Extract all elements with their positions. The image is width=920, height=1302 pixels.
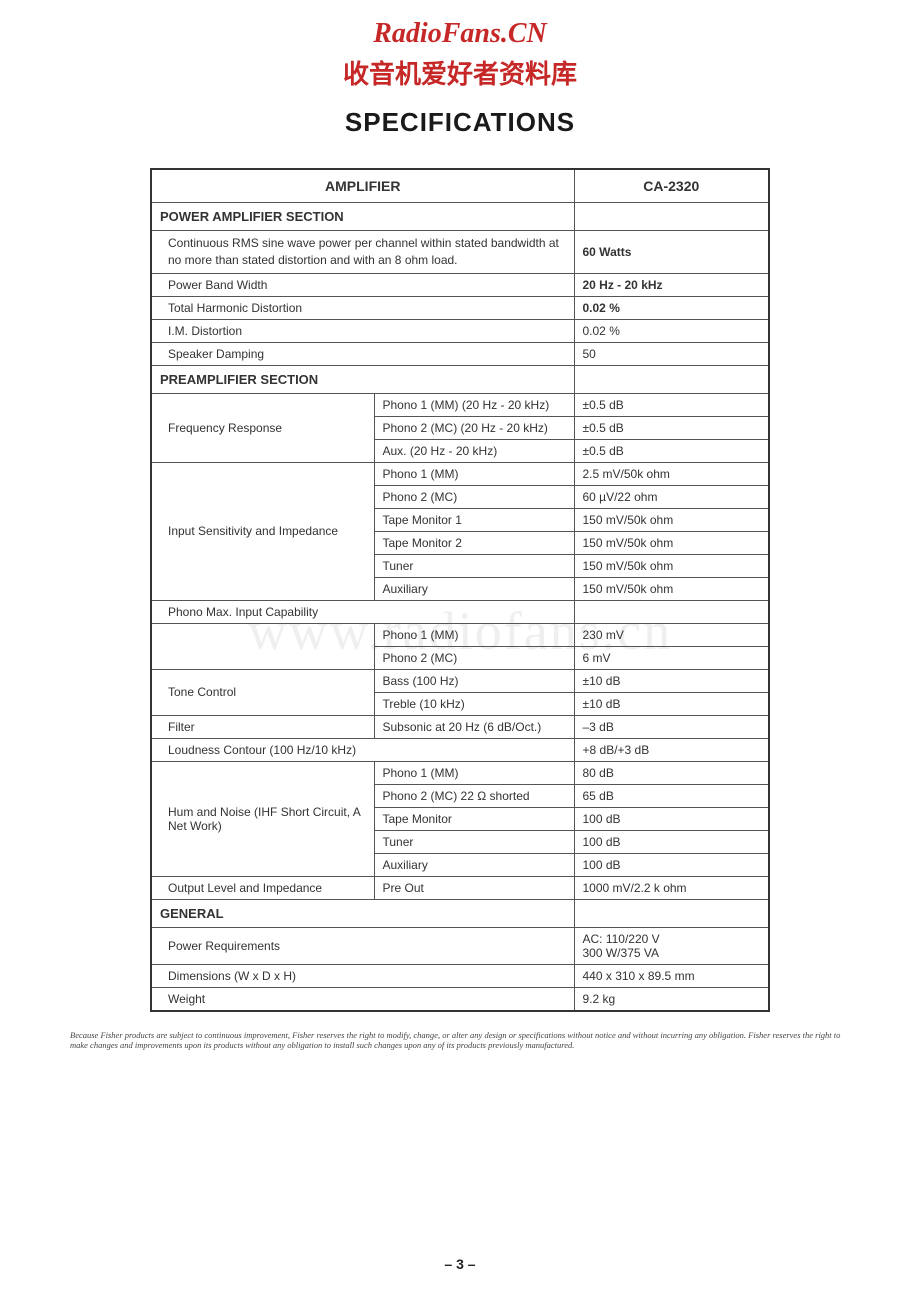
empty-cell (574, 899, 769, 927)
damping-val: 50 (574, 342, 769, 365)
freq-param-1: Phono 2 (MC) (20 Hz - 20 kHz) (374, 416, 574, 439)
freq-val-1: ±0.5 dB (574, 416, 769, 439)
thd-label: Total Harmonic Distortion (151, 296, 574, 319)
hum-val-1: 65 dB (574, 784, 769, 807)
empty-cell (574, 203, 769, 231)
sens-val-3: 150 mV/50k ohm (574, 531, 769, 554)
power-label: Power Requirements (151, 927, 574, 964)
hum-param-4: Auxiliary (374, 853, 574, 876)
maxinput-val-0: 230 mV (574, 623, 769, 646)
tone-val-1: ±10 dB (574, 692, 769, 715)
sens-param-5: Auxiliary (374, 577, 574, 600)
thd-val: 0.02 % (574, 296, 769, 319)
hum-param-0: Phono 1 (MM) (374, 761, 574, 784)
sens-param-0: Phono 1 (MM) (374, 462, 574, 485)
header-model: CA-2320 (574, 169, 769, 203)
hum-val-4: 100 dB (574, 853, 769, 876)
filter-param: Subsonic at 20 Hz (6 dB/Oct.) (374, 715, 574, 738)
weight-val: 9.2 kg (574, 987, 769, 1011)
sens-label: Input Sensitivity and Impedance (151, 462, 374, 600)
empty-cell (151, 623, 374, 669)
hum-val-2: 100 dB (574, 807, 769, 830)
sens-param-4: Tuner (374, 554, 574, 577)
sens-val-5: 150 mV/50k ohm (574, 577, 769, 600)
watermark-subtitle: 收音机爱好者资料库 (0, 54, 920, 91)
hum-label: Hum and Noise (IHF Short Circuit, A Net … (151, 761, 374, 876)
hum-param-2: Tape Monitor (374, 807, 574, 830)
section-power-amp: POWER AMPLIFIER SECTION (151, 203, 574, 231)
hum-param-1: Phono 2 (MC) 22 Ω shorted (374, 784, 574, 807)
freq-param-0: Phono 1 (MM) (20 Hz - 20 kHz) (374, 393, 574, 416)
empty-cell (574, 365, 769, 393)
specifications-table: AMPLIFIER CA-2320 POWER AMPLIFIER SECTIO… (150, 168, 770, 1012)
weight-label: Weight (151, 987, 574, 1011)
rms-desc: Continuous RMS sine wave power per chann… (151, 231, 574, 274)
tone-val-0: ±10 dB (574, 669, 769, 692)
loudness-label: Loudness Contour (100 Hz/10 kHz) (151, 738, 574, 761)
freq-label: Frequency Response (151, 393, 374, 462)
damping-label: Speaker Damping (151, 342, 574, 365)
sens-val-0: 2.5 mV/50k ohm (574, 462, 769, 485)
sens-param-1: Phono 2 (MC) (374, 485, 574, 508)
freq-param-2: Aux. (20 Hz - 20 kHz) (374, 439, 574, 462)
im-val: 0.02 % (574, 319, 769, 342)
sens-param-2: Tape Monitor 1 (374, 508, 574, 531)
tone-param-0: Bass (100 Hz) (374, 669, 574, 692)
hum-val-3: 100 dB (574, 830, 769, 853)
sens-val-1: 60 µV/22 ohm (574, 485, 769, 508)
disclaimer-text: Because Fisher products are subject to c… (70, 1030, 850, 1051)
outlevel-label: Output Level and Impedance (151, 876, 374, 899)
filter-val: –3 dB (574, 715, 769, 738)
loudness-val: +8 dB/+3 dB (574, 738, 769, 761)
section-preamp: PREAMPLIFIER SECTION (151, 365, 574, 393)
hum-param-3: Tuner (374, 830, 574, 853)
outlevel-param: Pre Out (374, 876, 574, 899)
maxinput-val-1: 6 mV (574, 646, 769, 669)
dim-val: 440 x 310 x 89.5 mm (574, 964, 769, 987)
freq-val-0: ±0.5 dB (574, 393, 769, 416)
dim-label: Dimensions (W x D x H) (151, 964, 574, 987)
maxinput-param-1: Phono 2 (MC) (374, 646, 574, 669)
sens-val-4: 150 mV/50k ohm (574, 554, 769, 577)
power-val: AC: 110/220 V 300 W/375 VA (574, 927, 769, 964)
section-general: GENERAL (151, 899, 574, 927)
maxinput-label: Phono Max. Input Capability (151, 600, 574, 623)
bandwidth-val: 20 Hz - 20 kHz (574, 273, 769, 296)
filter-label: Filter (151, 715, 374, 738)
watermark-title: RadioFans.CN (0, 18, 920, 50)
sens-val-2: 150 mV/50k ohm (574, 508, 769, 531)
tone-param-1: Treble (10 kHz) (374, 692, 574, 715)
empty-cell (574, 600, 769, 623)
page-header: RadioFans.CN 收音机爱好者资料库 SPECIFICATIONS (0, 0, 920, 138)
header-amplifier: AMPLIFIER (151, 169, 574, 203)
bandwidth-label: Power Band Width (151, 273, 574, 296)
tone-label: Tone Control (151, 669, 374, 715)
rms-val: 60 Watts (574, 231, 769, 274)
sens-param-3: Tape Monitor 2 (374, 531, 574, 554)
outlevel-val: 1000 mV/2.2 k ohm (574, 876, 769, 899)
page-number: – 3 – (0, 1256, 920, 1272)
maxinput-param-0: Phono 1 (MM) (374, 623, 574, 646)
im-label: I.M. Distortion (151, 319, 574, 342)
hum-val-0: 80 dB (574, 761, 769, 784)
page-title: SPECIFICATIONS (0, 107, 920, 138)
freq-val-2: ±0.5 dB (574, 439, 769, 462)
